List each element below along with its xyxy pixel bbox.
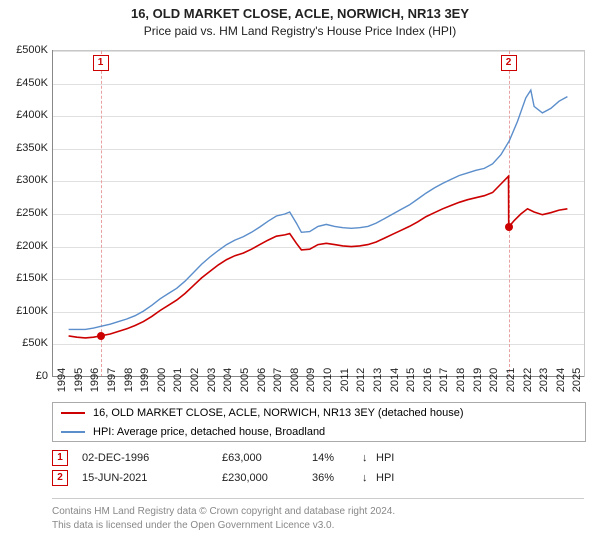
x-tick-label: 2014 xyxy=(389,368,401,392)
legend-swatch xyxy=(61,412,85,414)
x-tick-label: 2012 xyxy=(355,368,367,392)
transaction-dot xyxy=(97,332,105,340)
x-tick-label: 2015 xyxy=(405,368,417,392)
x-tick-label: 2023 xyxy=(538,368,550,392)
transaction-hpi-label: HPI xyxy=(376,472,394,484)
transaction-table: 1 02-DEC-1996 £63,000 14% ↓ HPI 2 15-JUN… xyxy=(52,448,394,488)
x-tick-label: 2021 xyxy=(505,368,517,392)
x-tick-label: 2009 xyxy=(305,368,317,392)
x-tick-label: 2024 xyxy=(555,368,567,392)
x-tick-label: 2016 xyxy=(422,368,434,392)
x-tick-label: 2007 xyxy=(272,368,284,392)
x-tick-label: 2005 xyxy=(239,368,251,392)
chart-title-sub: Price paid vs. HM Land Registry's House … xyxy=(0,24,600,38)
y-tick-label: £500K xyxy=(4,44,48,56)
x-tick-label: 2001 xyxy=(172,368,184,392)
y-tick-label: £0 xyxy=(4,370,48,382)
y-tick-label: £250K xyxy=(4,207,48,219)
x-tick-label: 2022 xyxy=(522,368,534,392)
y-tick-label: £100K xyxy=(4,305,48,317)
y-tick-label: £50K xyxy=(4,337,48,349)
x-tick-label: 2010 xyxy=(322,368,334,392)
x-tick-label: 2006 xyxy=(256,368,268,392)
x-tick-label: 2004 xyxy=(222,368,234,392)
line-series-svg xyxy=(52,51,584,377)
x-tick-label: 2018 xyxy=(455,368,467,392)
series-property xyxy=(69,176,568,338)
x-tick-label: 2008 xyxy=(289,368,301,392)
x-tick-label: 2017 xyxy=(438,368,450,392)
y-tick-label: £400K xyxy=(4,109,48,121)
table-row: 2 15-JUN-2021 £230,000 36% ↓ HPI xyxy=(52,468,394,488)
arrow-down-icon: ↓ xyxy=(362,472,376,484)
transaction-pct: 14% xyxy=(312,452,362,464)
x-tick-label: 1997 xyxy=(106,368,118,392)
series-hpi xyxy=(69,90,568,329)
x-tick-label: 1995 xyxy=(73,368,85,392)
arrow-down-icon: ↓ xyxy=(362,452,376,464)
x-tick-label: 2013 xyxy=(372,368,384,392)
x-tick-label: 2020 xyxy=(488,368,500,392)
legend-row: 16, OLD MARKET CLOSE, ACLE, NORWICH, NR1… xyxy=(53,403,585,422)
table-row: 1 02-DEC-1996 £63,000 14% ↓ HPI xyxy=(52,448,394,468)
legend-label: 16, OLD MARKET CLOSE, ACLE, NORWICH, NR1… xyxy=(93,407,464,419)
footer-attribution: Contains HM Land Registry data © Crown c… xyxy=(52,498,584,532)
chart-container: 16, OLD MARKET CLOSE, ACLE, NORWICH, NR1… xyxy=(0,0,600,560)
legend-label: HPI: Average price, detached house, Broa… xyxy=(93,426,325,438)
chart-title-main: 16, OLD MARKET CLOSE, ACLE, NORWICH, NR1… xyxy=(0,6,600,21)
y-tick-label: £150K xyxy=(4,272,48,284)
x-tick-label: 2019 xyxy=(472,368,484,392)
transaction-pct: 36% xyxy=(312,472,362,484)
x-tick-label: 1994 xyxy=(56,368,68,392)
transaction-dot xyxy=(505,223,513,231)
y-tick-label: £450K xyxy=(4,77,48,89)
transaction-date: 02-DEC-1996 xyxy=(82,452,222,464)
x-tick-label: 1999 xyxy=(139,368,151,392)
legend-swatch xyxy=(61,431,85,433)
transaction-price: £230,000 xyxy=(222,472,312,484)
x-tick-label: 2003 xyxy=(206,368,218,392)
transaction-index-box: 1 xyxy=(93,55,109,71)
transaction-index-box: 2 xyxy=(501,55,517,71)
legend-row: HPI: Average price, detached house, Broa… xyxy=(53,422,585,441)
x-tick-label: 2002 xyxy=(189,368,201,392)
legend: 16, OLD MARKET CLOSE, ACLE, NORWICH, NR1… xyxy=(52,402,586,442)
transaction-index-box: 1 xyxy=(52,450,68,466)
x-tick-label: 1996 xyxy=(89,368,101,392)
footer-line: Contains HM Land Registry data © Crown c… xyxy=(52,505,584,519)
transaction-price: £63,000 xyxy=(222,452,312,464)
y-axis-line xyxy=(52,50,53,376)
x-tick-label: 2011 xyxy=(339,368,351,392)
transaction-index-box: 2 xyxy=(52,470,68,486)
plot-area: 12 xyxy=(52,50,585,377)
y-tick-label: £350K xyxy=(4,142,48,154)
x-tick-label: 1998 xyxy=(123,368,135,392)
x-tick-label: 2025 xyxy=(571,368,583,392)
x-tick-label: 2000 xyxy=(156,368,168,392)
y-tick-label: £300K xyxy=(4,174,48,186)
footer-line: This data is licensed under the Open Gov… xyxy=(52,519,584,533)
transaction-hpi-label: HPI xyxy=(376,452,394,464)
y-tick-label: £200K xyxy=(4,240,48,252)
transaction-date: 15-JUN-2021 xyxy=(82,472,222,484)
